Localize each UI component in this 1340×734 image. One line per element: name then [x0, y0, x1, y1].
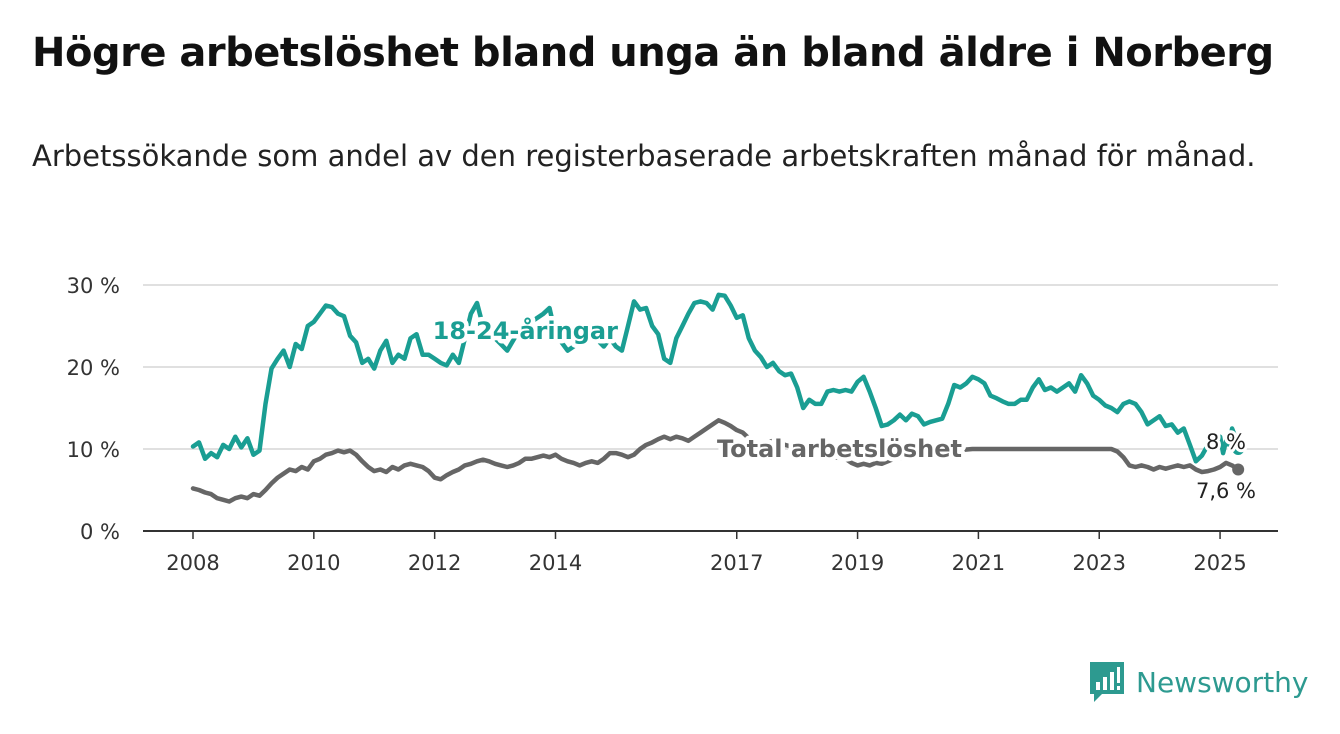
series-end-marker	[1232, 443, 1245, 455]
brand: Newsworthy	[1088, 660, 1309, 704]
series-line	[190, 418, 1241, 504]
series-line	[190, 292, 1241, 464]
series-label-halo: Total arbetslöshet	[717, 435, 962, 463]
x-tick-label: 2025	[1193, 551, 1246, 575]
y-axis: 0 % 10 % 20 % 30 %	[67, 274, 120, 544]
x-tick-label: 2012	[408, 551, 461, 575]
series-label: 18-24-åringar	[433, 316, 618, 345]
x-tick-label: 2019	[831, 551, 884, 575]
x-tick-label: 2008	[166, 551, 219, 575]
x-tick-label: 2023	[1073, 551, 1126, 575]
end-value-label-halo: 8 %	[1206, 430, 1246, 454]
series-lines	[190, 292, 1245, 504]
y-tick-label: 20 %	[67, 356, 120, 380]
y-tick-label: 0 %	[80, 520, 120, 544]
chart-subtitle: Arbetssökande som andel av den registerb…	[32, 139, 1256, 173]
series-end-marker	[1232, 463, 1245, 476]
brand-name: Newsworthy	[1136, 665, 1309, 699]
bar-chart-logo-icon	[1090, 662, 1124, 702]
chart-title: Högre arbetslöshet bland unga än bland ä…	[32, 30, 1274, 76]
series-label: Total arbetslöshet	[717, 435, 962, 463]
end-value-label: 8 %	[1206, 430, 1246, 454]
y-tick-label: 10 %	[67, 438, 120, 462]
series-label-halo: 18-24-åringar	[433, 316, 618, 345]
x-tick-label: 2014	[529, 551, 582, 575]
x-axis: 2008 2010 2012 2014 2017 2019 2021 2023 2025	[143, 530, 1278, 575]
x-tick-label: 2017	[710, 551, 763, 575]
x-tick-label: 2021	[952, 551, 1005, 575]
end-value-label-halo: 7,6 %	[1196, 479, 1256, 503]
end-value-label: 7,6 %	[1196, 479, 1256, 503]
x-tick-label: 2010	[287, 551, 340, 575]
y-tick-label: 30 %	[67, 274, 120, 298]
